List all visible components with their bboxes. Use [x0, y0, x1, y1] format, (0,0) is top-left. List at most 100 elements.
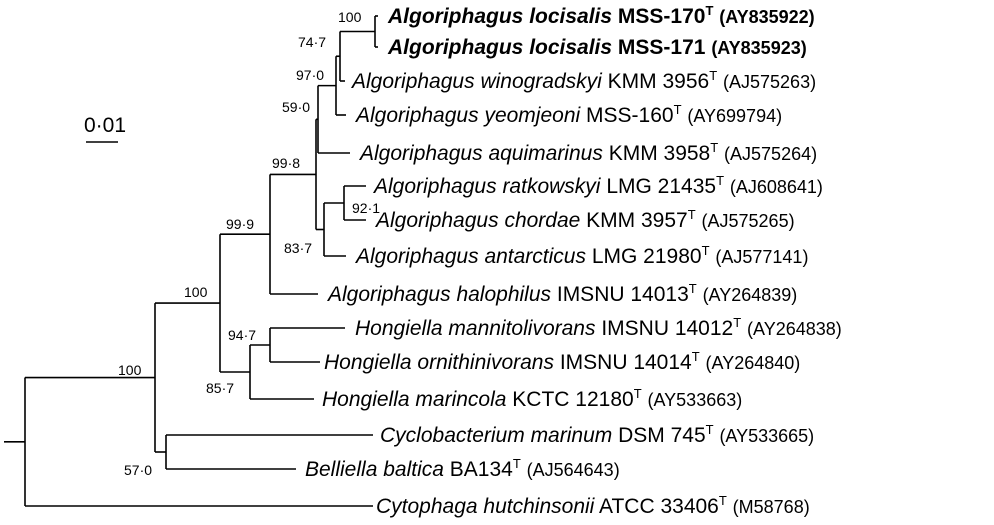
taxon-species: locisalis — [529, 5, 612, 28]
taxon-accession: (M58768) — [733, 497, 810, 517]
taxon-genus: Cytophaga — [376, 495, 478, 518]
bootstrap-value: 59·0 — [282, 99, 310, 115]
taxon-strain: DSM 745 — [618, 424, 706, 447]
taxon-species: marinum — [531, 424, 613, 447]
bootstrap-value: 85·7 — [206, 380, 234, 396]
taxon-label: Cytophaga hutchinsonii ATCC 33406T (M587… — [376, 493, 810, 518]
taxon-genus: Belliella — [305, 458, 377, 481]
taxon-species: hutchinsonii — [483, 495, 595, 518]
taxon-genus: Algoriphagus — [354, 104, 479, 127]
taxon-accession: (AJ575263) — [723, 72, 816, 92]
taxon-label: Algoriphagus yeomjeoni MSS-160T (AY69979… — [354, 102, 782, 127]
taxon-accession: (AJ577141) — [715, 247, 808, 267]
taxon-label: Algoriphagus locisalis MSS-171 (AY835923… — [387, 36, 807, 59]
taxon-strain: IMSNU 14014 — [560, 351, 692, 374]
type-strain-marker: T — [733, 315, 741, 330]
type-strain-marker: T — [705, 3, 713, 18]
bootstrap-value: 100 — [184, 284, 208, 300]
taxon-labels: Algoriphagus locisalis MSS-170T (AY83592… — [305, 3, 842, 518]
taxon-genus: Algoriphagus — [350, 70, 475, 93]
taxon-accession: (AY533663) — [648, 390, 743, 410]
type-strain-marker: T — [692, 349, 700, 364]
taxon-strain: KMM 3957 — [586, 209, 688, 232]
taxon-accession: (AY533665) — [719, 426, 814, 446]
taxon-genus: Algoriphagus — [326, 283, 451, 306]
taxon-accession: (AY835922) — [719, 7, 814, 27]
taxon-genus: Algoriphagus — [374, 209, 499, 232]
taxon-species: aquimarinus — [488, 142, 603, 165]
taxon-species: winogradskyi — [480, 70, 603, 93]
taxon-genus: Algoriphagus — [387, 5, 523, 28]
taxon-label: Algoriphagus locisalis MSS-170T (AY83592… — [387, 3, 815, 28]
bootstrap-value: 100 — [338, 9, 362, 25]
taxon-strain: KCTC 12180 — [512, 388, 633, 411]
taxon-strain: LMG 21435 — [606, 175, 716, 198]
bootstrap-value: 83·7 — [284, 240, 312, 256]
taxon-species: ratkowskyi — [502, 175, 601, 198]
bootstrap-labels: 100 74·7 97·0 59·0 99·8 92·1 83·7 99·9 100 94·7 85… — [118, 9, 380, 478]
bootstrap-value: 99·8 — [272, 155, 300, 171]
taxon-accession: (AJ564643) — [527, 460, 620, 480]
taxon-accession: (AY264839) — [703, 285, 798, 305]
taxon-genus: Algoriphagus — [387, 36, 523, 59]
taxon-species: chordae — [504, 209, 580, 232]
taxon-genus: Hongiella — [324, 351, 412, 374]
taxon-species: marincola — [415, 388, 506, 411]
type-strain-marker: T — [716, 173, 724, 188]
taxon-label: Algoriphagus ratkowskyi LMG 21435T (AJ60… — [372, 173, 823, 198]
taxon-label: Algoriphagus aquimarinus KMM 3958T (AJ57… — [358, 140, 817, 165]
taxon-label: Algoriphagus winogradskyi KMM 3956T (AJ5… — [350, 68, 816, 93]
type-strain-marker: T — [513, 456, 521, 471]
taxon-accession: (AY699794) — [687, 106, 782, 126]
bootstrap-value: 92·1 — [352, 200, 380, 216]
taxon-strain: IMSNU 14012 — [601, 317, 733, 340]
type-strain-marker: T — [710, 140, 718, 155]
taxon-label: Hongiella ornithinivorans IMSNU 14014T (… — [324, 349, 800, 374]
bootstrap-value: 94·7 — [228, 327, 256, 343]
taxon-strain: MSS-160 — [586, 104, 674, 127]
taxon-strain: ATCC 33406 — [599, 495, 719, 518]
taxon-strain: LMG 21980 — [592, 245, 702, 268]
type-strain-marker: T — [688, 207, 696, 222]
taxon-species: yeomjeoni — [482, 104, 581, 127]
taxon-accession: (AJ575265) — [702, 211, 795, 231]
bootstrap-value: 99·9 — [226, 216, 254, 232]
taxon-label: Algoriphagus halophilus IMSNU 14013T (AY… — [326, 281, 797, 306]
bootstrap-value: 74·7 — [298, 34, 326, 50]
taxon-accession: (AY264840) — [706, 353, 801, 373]
type-strain-marker: T — [706, 422, 714, 437]
taxon-label: Algoriphagus chordae KMM 3957T (AJ575265… — [374, 207, 795, 232]
type-strain-marker: T — [674, 102, 682, 117]
bootstrap-value: 100 — [118, 362, 142, 378]
taxon-accession: (AY835923) — [711, 38, 806, 58]
taxon-label: Cyclobacterium marinum DSM 745T (AY53366… — [380, 422, 814, 447]
taxon-accession: (AY264838) — [747, 319, 842, 339]
taxon-genus: Algoriphagus — [358, 142, 483, 165]
type-strain-marker: T — [719, 493, 727, 508]
taxon-strain: KMM 3958 — [609, 142, 711, 165]
taxon-species: baltica — [383, 458, 444, 481]
bootstrap-value: 57·0 — [124, 462, 152, 478]
taxon-accession: (AJ575264) — [724, 144, 817, 164]
taxon-strain: BA134 — [450, 458, 513, 481]
taxon-genus: Algoriphagus — [354, 245, 479, 268]
taxon-label: Hongiella mannitolivorans IMSNU 14012T (… — [355, 315, 842, 340]
taxon-label: Hongiella marincola KCTC 12180T (AY53366… — [322, 386, 742, 411]
taxon-species: halophilus — [456, 283, 551, 306]
taxon-accession: (AJ608641) — [730, 177, 823, 197]
taxon-species: mannitolivorans — [448, 317, 596, 340]
tree-branches — [4, 15, 378, 507]
taxon-strain: KMM 3956 — [608, 70, 710, 93]
scale-bar-label: 0·01 — [84, 114, 126, 137]
taxon-species: antarcticus — [484, 245, 586, 268]
taxon-genus: Hongiella — [355, 317, 443, 340]
taxon-label: Algoriphagus antarcticus LMG 21980T (AJ5… — [354, 243, 808, 268]
taxon-species: locisalis — [529, 36, 612, 59]
taxon-genus: Cyclobacterium — [380, 424, 525, 447]
taxon-label: Belliella baltica BA134T (AJ564643) — [305, 456, 620, 481]
type-strain-marker: T — [689, 281, 697, 296]
taxon-strain: MSS-171 — [618, 36, 706, 59]
taxon-strain: MSS-170 — [618, 5, 706, 28]
scale-bar: 0·01 — [84, 114, 126, 143]
